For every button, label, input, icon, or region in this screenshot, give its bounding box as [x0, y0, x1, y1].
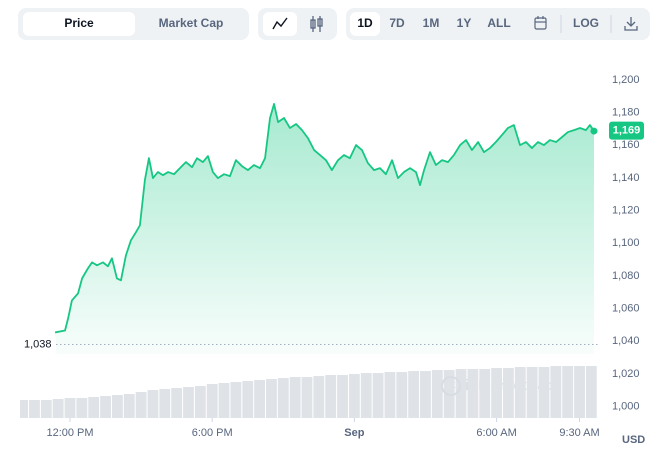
volume-bar — [408, 371, 420, 418]
volume-bar — [254, 380, 266, 418]
volume-bar — [301, 377, 313, 418]
range-group — [346, 8, 650, 40]
range-1m[interactable]: 1M — [423, 16, 440, 30]
volume-bar — [20, 400, 29, 418]
volume-bar — [502, 368, 514, 418]
volume-bar — [135, 392, 147, 418]
volume-bar — [159, 389, 171, 418]
last-price-label: 1,169 — [613, 124, 641, 136]
y-tick-label: 1,120 — [612, 205, 640, 217]
volume-bar — [491, 368, 502, 418]
volume-bar — [289, 377, 301, 418]
volume-bar — [194, 386, 206, 418]
range-all[interactable]: ALL — [487, 16, 510, 30]
tab-market-cap[interactable]: Market Cap — [159, 16, 224, 30]
volume-bar — [100, 396, 111, 418]
volume-bar — [348, 374, 360, 418]
volume-bar — [360, 373, 372, 418]
volume-bar — [431, 370, 443, 418]
volume-bar — [111, 395, 123, 418]
volume-bar — [76, 398, 88, 418]
volume-bar — [88, 397, 100, 418]
volume-bar — [123, 394, 135, 418]
y-tick-label: 1,140 — [612, 172, 640, 184]
volume-bar — [396, 372, 408, 418]
volume-bar — [550, 366, 562, 418]
volume-bar — [147, 390, 159, 418]
volume-bar — [277, 378, 289, 418]
x-tick-label: 9:30 AM — [559, 427, 599, 439]
volume-bar — [218, 383, 230, 418]
volume-bar — [266, 379, 277, 418]
tab-price[interactable]: Price — [64, 16, 94, 30]
volume-bar — [455, 369, 467, 418]
volume-bar — [526, 367, 538, 418]
range-1d[interactable]: 1D — [357, 16, 373, 30]
volume-bar — [206, 384, 218, 418]
log-button[interactable]: LOG — [573, 16, 599, 30]
volume-bar — [585, 366, 597, 418]
y-tick-label: 1,000 — [612, 400, 640, 412]
tab-selected[interactable] — [23, 12, 135, 36]
price-line — [54, 103, 595, 334]
download-icon[interactable] — [624, 17, 638, 31]
volume-bar — [230, 382, 242, 418]
volume-bar — [467, 369, 479, 418]
y-tick-label: 1,040 — [612, 335, 640, 347]
volume-bar — [29, 400, 40, 418]
volume-bar — [64, 398, 76, 418]
x-tick-label: 6:00 PM — [192, 427, 233, 439]
last-point — [590, 127, 598, 135]
y-tick-label: 1,060 — [612, 302, 640, 314]
volume-bar — [514, 367, 526, 418]
volume-bar — [337, 375, 348, 418]
range-1y[interactable]: 1Y — [457, 16, 472, 30]
calendar-icon[interactable] — [534, 16, 547, 30]
volume-bar — [313, 376, 325, 418]
price-area — [55, 103, 594, 354]
range-7d[interactable]: 7D — [389, 16, 405, 30]
x-tick-label: Sep — [344, 427, 364, 439]
reference-label: 1,038 — [24, 338, 52, 350]
volume-bar — [52, 399, 64, 418]
volume-bar — [538, 367, 550, 418]
reference-label-bg — [20, 336, 56, 353]
volume-bar — [171, 388, 183, 418]
currency-label: USD — [622, 434, 645, 446]
line-type-button[interactable] — [263, 12, 297, 36]
volume-bar — [40, 400, 52, 418]
range-selected[interactable] — [350, 12, 380, 36]
volume-bar — [479, 369, 491, 418]
volume-bar — [384, 372, 396, 418]
volume-bar — [562, 366, 574, 418]
volume-bar — [574, 366, 585, 418]
y-tick-label: 1,180 — [612, 107, 640, 119]
candle-icon[interactable] — [310, 16, 323, 32]
y-tick-label: 1,160 — [612, 139, 640, 151]
y-tick-label: 1,020 — [612, 368, 640, 380]
watermark-logo — [441, 376, 461, 396]
y-tick-label: 1,080 — [612, 270, 640, 282]
x-tick-label: 12:00 PM — [46, 427, 93, 439]
volume-bar — [242, 381, 254, 418]
volume-bar — [325, 375, 337, 418]
volume-bar — [372, 373, 384, 418]
x-tick-label: 6:00 AM — [476, 427, 516, 439]
volume-bar — [420, 371, 431, 418]
volume-bar — [183, 387, 194, 418]
y-tick-label: 1,100 — [612, 237, 640, 249]
last-price-badge — [609, 121, 644, 140]
y-tick-label: 1,200 — [612, 74, 640, 86]
line-icon — [272, 17, 288, 30]
